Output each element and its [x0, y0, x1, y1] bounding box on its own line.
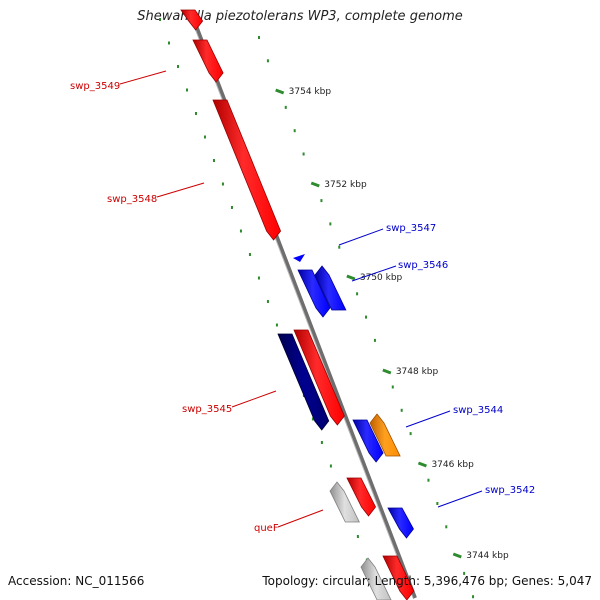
major-tick — [310, 181, 320, 188]
track-dot — [320, 199, 323, 203]
track-dot — [365, 315, 368, 319]
track-dot — [257, 276, 260, 280]
track-dot — [472, 595, 475, 599]
kbp-label: 3748 kbp — [396, 367, 439, 377]
track-dot — [311, 417, 314, 421]
map-title: Shewanella piezotolerans WP3, complete g… — [137, 9, 463, 24]
track-dot — [258, 36, 260, 39]
gene-queF[interactable] — [346, 477, 377, 517]
track-dot — [356, 292, 359, 296]
gene-queF-grey[interactable] — [329, 481, 360, 523]
gene-swp_3545b[interactable] — [293, 329, 345, 426]
track-dot — [391, 385, 394, 389]
gene-swp_3548[interactable] — [212, 99, 282, 241]
gene-label[interactable]: swp_3549 — [70, 81, 120, 92]
gene-label-leader — [119, 70, 167, 85]
gene-swp_3545[interactable] — [277, 333, 330, 431]
track-dot — [302, 152, 305, 156]
gene-swp_3547[interactable] — [293, 254, 305, 262]
gene-swp_3544[interactable] — [352, 419, 384, 463]
kbp-label: 3754 kbp — [289, 87, 332, 97]
gene-bottom-grey[interactable] — [360, 557, 392, 600]
major-tick — [275, 88, 285, 95]
accession-label: Accession: NC_011566 — [8, 574, 145, 588]
gene-label[interactable]: queF — [254, 523, 279, 534]
tick-layer: 3754 kbp 3752 kbp 3750 kbp 3748 kbp 3746 kbp… — [159, 18, 509, 599]
track-dot — [463, 571, 466, 575]
track-dot — [356, 535, 359, 538]
gene-label[interactable]: swp_3546 — [398, 260, 448, 271]
gene-label[interactable]: swp_3542 — [485, 485, 535, 496]
gene-label-leader — [156, 182, 205, 198]
major-tick — [382, 368, 392, 375]
major-tick — [452, 552, 462, 559]
kbp-label: 3750 kbp — [360, 273, 403, 283]
gene-label-leader — [231, 390, 277, 408]
track-dot — [230, 206, 233, 209]
track-dot — [167, 41, 170, 45]
track-dot — [400, 408, 403, 412]
track-dot — [221, 182, 224, 186]
track-dot — [293, 129, 296, 133]
gene-swp_3542[interactable] — [387, 507, 414, 539]
track-dot — [373, 338, 376, 342]
label-layer: swp_3549 swp_3548 swp_3547 swp_3546 swp_3545… — [70, 70, 535, 534]
gene-label[interactable]: swp_3545 — [182, 404, 232, 415]
kbp-label: 3744 kbp — [466, 551, 509, 561]
track-dot — [248, 253, 251, 256]
track-dot — [284, 105, 287, 109]
track-dot — [427, 478, 430, 482]
gene-top-partial[interactable] — [180, 9, 204, 31]
gene-label-leader — [437, 490, 483, 508]
track-dot — [185, 88, 188, 92]
track-dot — [159, 18, 161, 21]
topology-label: Topology: circular; Length: 5,396,476 bp… — [262, 574, 592, 588]
gene-orange[interactable] — [369, 413, 401, 457]
gene-label-leader — [351, 265, 397, 282]
track-dot — [176, 65, 179, 68]
gene-label-leader — [338, 228, 384, 246]
major-tick — [346, 274, 356, 281]
gene-layer — [180, 9, 415, 600]
track-dot — [212, 159, 215, 162]
gene-swp_3549[interactable] — [192, 39, 224, 83]
track-dot — [203, 135, 206, 139]
track-dot — [329, 222, 332, 226]
track-dot — [266, 59, 269, 63]
track-dot — [338, 245, 341, 249]
track-dot — [436, 502, 439, 505]
major-tick — [417, 461, 427, 468]
gene-swp_3546b[interactable] — [314, 265, 347, 311]
gene-label[interactable]: swp_3547 — [386, 223, 436, 234]
track-dot — [329, 464, 332, 468]
track-dot — [194, 112, 197, 115]
track-dot — [409, 432, 412, 436]
track-dot — [445, 525, 448, 529]
track-dot — [266, 300, 269, 303]
kbp-label: 3746 kbp — [431, 460, 474, 470]
gene-bottom-red[interactable] — [382, 555, 415, 600]
track-dot — [320, 441, 323, 444]
track-dot — [239, 229, 242, 233]
gene-label-leader — [405, 410, 451, 428]
gene-label[interactable]: swp_3544 — [453, 405, 503, 416]
kbp-label: 3752 kbp — [324, 180, 367, 190]
gene-label-leader — [277, 509, 324, 528]
gene-label[interactable]: swp_3548 — [107, 194, 157, 205]
gene-swp_3546a[interactable] — [297, 269, 331, 318]
track-dot — [275, 323, 278, 327]
